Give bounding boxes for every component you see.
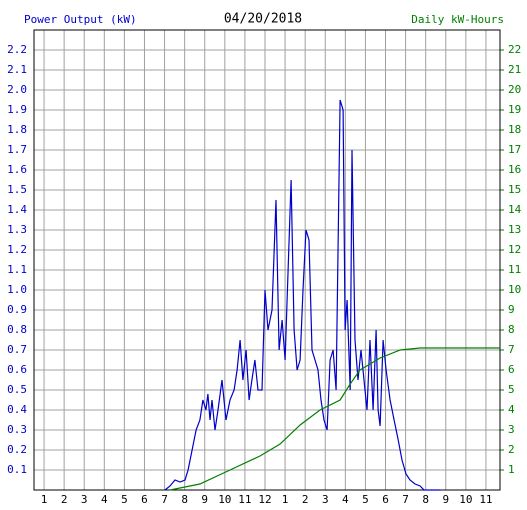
x-tick-label: 1 (282, 493, 289, 506)
y2-tick-label: 9 (508, 303, 515, 316)
x-tick-label: 7 (402, 493, 409, 506)
y-tick-label: 0.7 (7, 343, 27, 356)
y-tick-label: 2.1 (7, 63, 27, 76)
y2-tick-label: 12 (508, 243, 521, 256)
chart-title: 04/20/2018 (224, 12, 302, 27)
y2-tick-label: 1 (508, 463, 515, 476)
y-tick-label: 1.8 (7, 123, 27, 136)
x-tick-label: 2 (61, 493, 68, 506)
x-tick-label: 8 (181, 493, 188, 506)
x-tick-label: 10 (459, 493, 472, 506)
y2-tick-label: 22 (508, 43, 521, 56)
x-tick-label: 11 (238, 493, 251, 506)
y2-axis-title: Daily kW-Hours (411, 13, 504, 26)
y2-tick-label: 20 (508, 83, 521, 96)
y2-tick-label: 14 (508, 203, 522, 216)
y2-tick-label: 13 (508, 223, 521, 236)
y2-tick-label: 21 (508, 63, 521, 76)
data-line (164, 99, 441, 491)
x-tick-label: 10 (218, 493, 231, 506)
y-tick-label: 2.0 (7, 83, 27, 96)
x-tick-label: 9 (442, 493, 449, 506)
y2-tick-label: 11 (508, 263, 521, 276)
x-tick-label: 8 (422, 493, 429, 506)
y-tick-label: 1.6 (7, 163, 27, 176)
x-tick-label: 3 (81, 493, 88, 506)
x-tick-label: 5 (121, 493, 128, 506)
x-tick-label: 1 (41, 493, 48, 506)
y-tick-label: 0.8 (7, 323, 27, 336)
x-tick-label: 2 (302, 493, 309, 506)
y2-tick-label: 18 (508, 123, 521, 136)
y-tick-label: 1.2 (7, 243, 27, 256)
y2-tick-label: 2 (508, 443, 515, 456)
x-tick-label: 9 (201, 493, 208, 506)
y2-tick-label: 19 (508, 103, 521, 116)
y2-tick-label: 8 (508, 323, 515, 336)
y-tick-label: 1.0 (7, 283, 27, 296)
y2-tick-label: 3 (508, 423, 515, 436)
y-axis-title: Power Output (kW) (24, 13, 137, 26)
x-tick-label: 7 (161, 493, 168, 506)
x-tick-label: 4 (342, 493, 349, 506)
x-tick-label: 3 (322, 493, 329, 506)
x-tick-label: 12 (258, 493, 271, 506)
y2-tick-label: 5 (508, 383, 515, 396)
y-tick-label: 1.3 (7, 223, 27, 236)
y-tick-label: 1.9 (7, 103, 27, 116)
y-tick-label: 2.2 (7, 43, 27, 56)
y-tick-label: 1.1 (7, 263, 27, 276)
y-tick-label: 1.4 (7, 203, 27, 216)
y-tick-label: 0.6 (7, 363, 27, 376)
x-tick-label: 4 (101, 493, 108, 506)
x-tick-label: 6 (382, 493, 389, 506)
plot-frame (33, 29, 501, 491)
y2-tick-label: 6 (508, 363, 515, 376)
y-tick-label: 1.7 (7, 143, 27, 156)
y2-tick-label: 15 (508, 183, 521, 196)
y-tick-label: 0.4 (7, 403, 27, 416)
y-tick-label: 1.5 (7, 183, 27, 196)
y-tick-label: 0.5 (7, 383, 27, 396)
y2-tick-label: 16 (508, 163, 521, 176)
y2-tick-label: 4 (508, 403, 515, 416)
x-tick-label: 6 (141, 493, 148, 506)
y-tick-label: 0.9 (7, 303, 27, 316)
y2-tick-label: 7 (508, 343, 515, 356)
x-tick-label: 5 (362, 493, 369, 506)
y-tick-label: 0.1 (7, 463, 27, 476)
y2-tick-label: 10 (508, 283, 521, 296)
data-line (169, 347, 500, 491)
y2-tick-label: 17 (508, 143, 521, 156)
y-tick-label: 0.3 (7, 423, 27, 436)
x-tick-label: 11 (479, 493, 492, 506)
y-tick-label: 0.2 (7, 443, 27, 456)
